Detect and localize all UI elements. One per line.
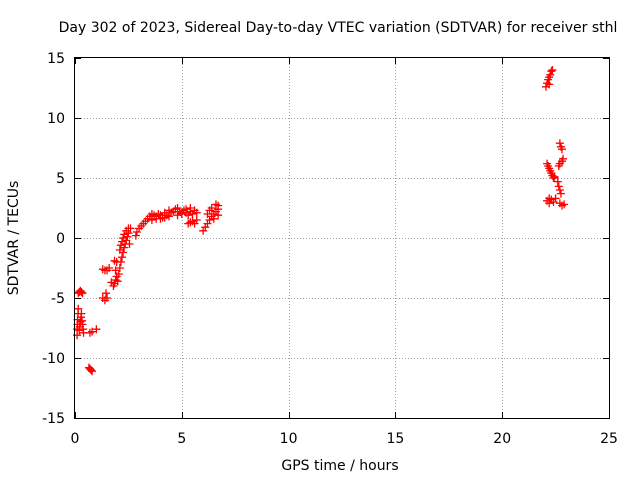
data-point [545,194,554,203]
data-point [125,240,134,248]
data-point [556,189,565,198]
data-point [88,367,97,376]
x-tick-label: 0 [71,431,80,447]
data-point [160,213,169,222]
x-tick-label: 15 [386,431,404,447]
y-tick-label: 10 [47,111,65,127]
data-point [113,277,122,286]
data-point [105,264,114,272]
data-point [101,289,110,298]
data-point [186,204,195,212]
data-point [116,241,125,250]
x-tick-label: 10 [280,431,298,447]
data-point [545,80,554,89]
x-tick-label: 5 [177,431,186,447]
data-point [103,294,112,302]
data-point [117,253,126,262]
data-point [115,264,124,272]
data-point [147,216,156,224]
data-point [558,145,567,154]
data-point [182,205,191,214]
y-axis-label: SDTVAR / TECUs [6,181,22,296]
data-point [78,289,87,298]
x-tick-label: 20 [493,431,511,447]
data-point [555,186,564,194]
data-point [546,70,555,79]
y-tick-label: -5 [51,291,65,307]
data-point [77,309,86,318]
data-point [114,270,123,278]
data-point [131,231,140,240]
data-point [192,216,201,224]
data-point [164,206,173,215]
data-point [115,246,124,254]
data-point [119,234,128,242]
data-point [214,201,223,210]
data-point [87,366,96,374]
chart-title: Day 302 of 2023, Sidereal Day-to-day VTE… [59,20,618,36]
data-point [117,237,126,246]
data-point [554,182,563,191]
data-point [553,177,562,186]
data-point [559,154,568,163]
data-point [110,256,119,265]
y-tick-label: -10 [42,351,65,367]
data-point [549,174,558,182]
data-point [92,325,101,334]
data-points [73,66,569,376]
data-point [88,327,97,336]
plot-border [74,57,610,419]
data-point [550,172,559,181]
data-point [77,288,86,296]
y-tick-label: -15 [42,411,65,427]
data-point [192,208,201,217]
data-point [548,66,557,74]
data-point [547,67,556,76]
data-point [173,211,182,220]
axis-ticks [75,58,610,419]
x-axis-label: GPS time / hours [281,458,398,474]
x-tick-label: 25 [600,431,618,447]
data-point [209,214,218,223]
data-point [156,214,165,223]
grid-lines [75,58,609,418]
y-tick-label: 5 [56,171,65,187]
data-point [555,139,564,148]
tick-labels: 0 5 10 15 20 25 -15 -10 -5 0 5 10 15 [42,51,618,447]
y-tick-label: 15 [47,51,65,67]
data-point [214,211,223,220]
data-point [560,200,569,209]
y-tick-label: 0 [56,231,65,247]
data-point [126,224,135,233]
data-point [177,208,186,217]
data-point [205,206,214,215]
data-point [116,258,125,266]
data-point [74,304,83,313]
